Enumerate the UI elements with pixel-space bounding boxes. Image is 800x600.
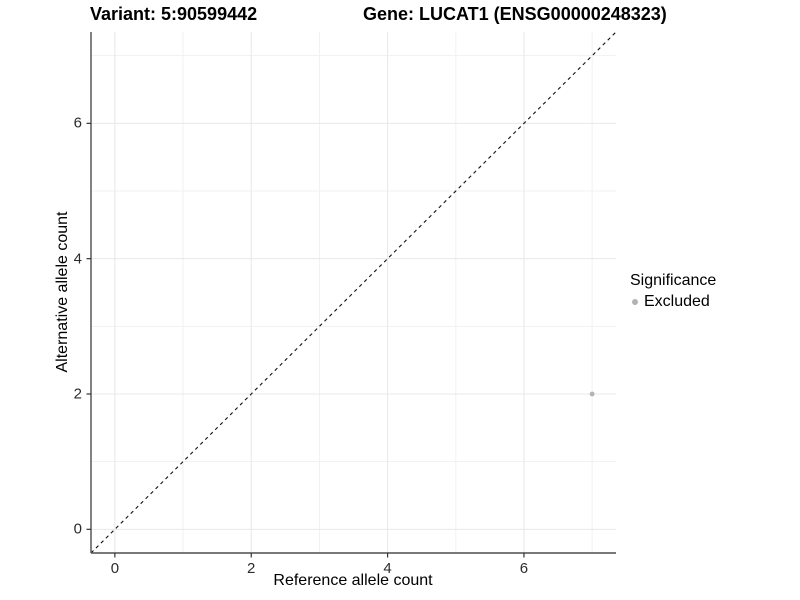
legend-item-label: Excluded: [644, 293, 710, 310]
x-tick-label: 0: [110, 560, 120, 577]
legend-item-excluded: Excluded: [630, 293, 716, 311]
x-tick-label: 6: [519, 560, 529, 577]
y-axis-title: Alternative allele count: [54, 211, 71, 373]
x-tick-label: 2: [247, 560, 256, 577]
x-axis-title: Reference allele count: [273, 572, 433, 589]
excluded-point-icon: [632, 299, 638, 305]
legend: Significance Excluded: [630, 272, 716, 311]
y-tick-label: 0: [73, 520, 82, 538]
y-tick-label: 2: [73, 385, 82, 403]
y-tick-label: 4: [73, 250, 82, 268]
plot-title-gene: Gene: LUCAT1 (ENSG00000248323): [363, 4, 667, 24]
data-point-excluded: [589, 391, 595, 397]
x-tick-label: 4: [383, 560, 392, 577]
legend-title: Significance: [630, 272, 717, 289]
y-tick-label: 6: [73, 114, 82, 132]
identity-dashed-line: [90, 31, 617, 554]
plot-title-variant: Variant: 5:90599442: [90, 4, 258, 24]
